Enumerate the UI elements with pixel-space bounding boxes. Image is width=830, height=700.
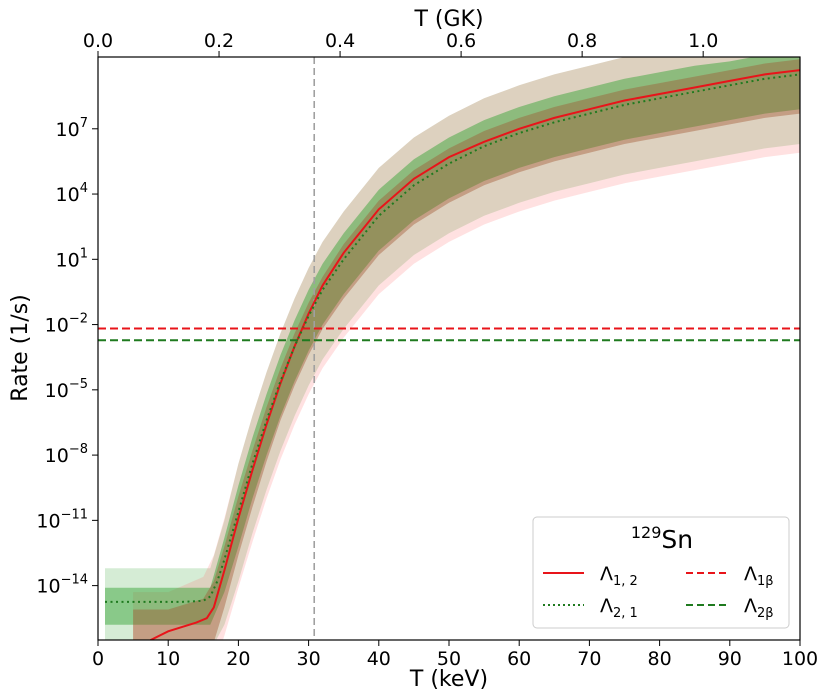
legend-title-mass: 129	[631, 523, 662, 542]
uncertainty-band-0	[105, 57, 800, 640]
x-tick-label-6: 60	[507, 648, 531, 670]
top-x-tick-label-4: 0.8	[567, 30, 597, 52]
top-x-tick-label-0: 0.0	[83, 30, 113, 52]
x-tick-label-8: 80	[648, 648, 672, 670]
x-tick-label-2: 20	[226, 648, 250, 670]
legend-title: 129Sn	[631, 523, 693, 554]
top-x-axis-title: T (GK)	[413, 7, 483, 32]
x-axis-title: T (keV)	[409, 667, 488, 692]
top-x-tick-label-2: 0.4	[325, 30, 355, 52]
top-x-tick-label-5: 1.0	[688, 30, 718, 52]
y-tick-label-3: 10−5	[45, 377, 88, 402]
top-x-tick-label-3: 0.6	[446, 30, 476, 52]
x-tick-label-0: 0	[92, 648, 104, 670]
y-tick-label-7: 107	[56, 116, 88, 141]
bands-layer	[105, 57, 800, 640]
x-tick-label-3: 30	[297, 648, 321, 670]
x-tick-label-9: 90	[718, 648, 742, 670]
legend-title-element: Sn	[661, 525, 693, 554]
x-tick-label-10: 100	[782, 648, 818, 670]
uncertainty-band-2	[105, 57, 800, 625]
top-x-tick-label-1: 0.2	[204, 30, 234, 52]
legend-label-lambda-21: Λ2, 1	[600, 595, 638, 621]
legend-box	[532, 516, 790, 629]
y-tick-label-5: 101	[56, 246, 88, 271]
lines-layer	[98, 57, 800, 640]
series-line-1	[105, 73, 800, 603]
uncertainty-band-3	[133, 59, 800, 640]
y-axis-title: Rate (1/s)	[8, 294, 33, 401]
y-tick-label-4: 10−2	[45, 312, 88, 337]
ticks-layer: 0 10 20 30 40 50 60 70 80 90 100 0.0 0.2 0.4 0.6 0.8 1.0…	[36, 30, 818, 670]
legend-label-lambda-2beta: Λ2β	[744, 595, 774, 621]
x-tick-label-4: 40	[367, 648, 391, 670]
x-tick-label-7: 70	[577, 648, 601, 670]
x-tick-label-1: 10	[156, 648, 180, 670]
x-tick-label-5: 50	[437, 648, 461, 670]
legend-label-lambda-1beta: Λ1β	[744, 563, 774, 589]
y-tick-label-1: 10−11	[36, 507, 88, 532]
uncertainty-band-1	[133, 57, 800, 640]
series-line-0	[149, 69, 800, 640]
legend-label-lambda-12: Λ1, 2	[600, 563, 638, 589]
y-tick-label-2: 10−8	[45, 442, 88, 467]
y-tick-label-6: 104	[56, 181, 88, 206]
legend: 129Sn Λ1, 2 Λ1β Λ2, 1 Λ2β	[532, 516, 790, 629]
y-tick-label-0: 10−14	[36, 573, 88, 598]
